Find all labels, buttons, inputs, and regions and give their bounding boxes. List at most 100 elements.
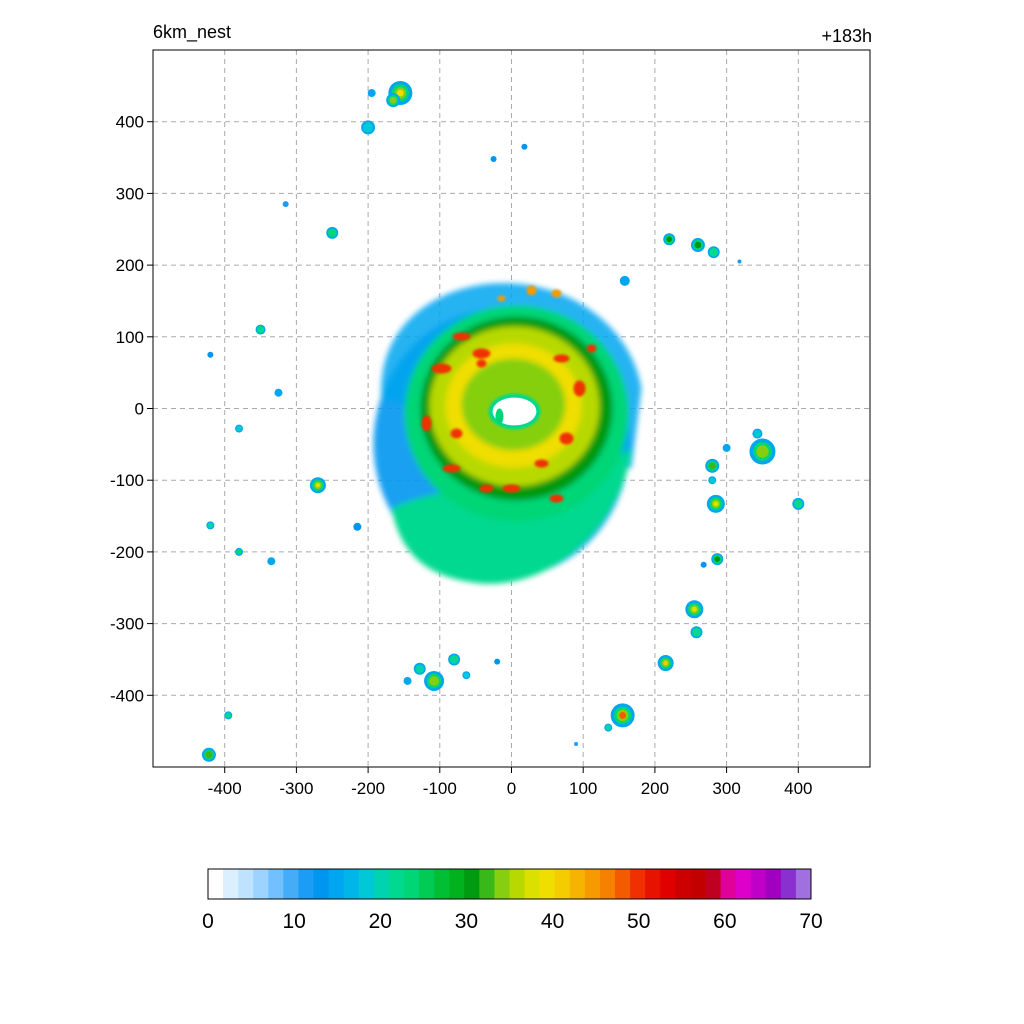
colorbar-swatch [298, 869, 315, 899]
colorbar-swatch [554, 869, 571, 899]
colorbar-swatch [599, 869, 616, 899]
gridlines [153, 50, 870, 767]
convective-cell [309, 477, 326, 494]
x-tick-label: -300 [279, 779, 313, 798]
x-tick-label: -100 [423, 779, 457, 798]
colorbar-swatch [765, 869, 782, 899]
convective-cell [224, 711, 233, 720]
colorbar-swatch [780, 869, 797, 899]
colorbar-swatch [223, 869, 239, 899]
colorbar-swatch [479, 869, 495, 899]
y-tick-label: -100 [110, 471, 144, 490]
x-tick-label: -200 [351, 779, 385, 798]
colorbar-tick-label: 30 [455, 910, 478, 933]
colorbar-swatch [750, 869, 767, 899]
y-tick-label: -200 [110, 543, 144, 562]
colorbar-swatch [584, 869, 601, 899]
convective-cell [711, 553, 724, 566]
convective-cell [282, 201, 289, 208]
x-axis-ticks: -400 -300 -200 -100 0 100 200 300 400 [208, 767, 812, 798]
convective-cell [619, 275, 630, 286]
colorbar-swatch [539, 869, 556, 899]
convective-cell [792, 497, 805, 510]
colorbar-tick-label: 40 [541, 910, 564, 933]
colorbar-tick-label: 10 [282, 910, 305, 933]
convective-cell [413, 662, 426, 675]
convective-cell [235, 424, 244, 433]
colorbar-swatch [795, 869, 812, 899]
convective-cell [707, 246, 720, 259]
convective-cell [267, 557, 276, 566]
convective-cell [386, 93, 401, 108]
x-tick-label: 0 [507, 779, 516, 798]
convective-cell [462, 671, 471, 680]
convective-cell [403, 676, 412, 685]
y-tick-label: 300 [116, 184, 144, 203]
colorbar-swatch [328, 869, 345, 899]
colorbar-swatch [434, 869, 450, 899]
colorbar-tick-label: 50 [627, 910, 650, 933]
convective-cell [690, 238, 705, 253]
convective-cell [490, 155, 497, 162]
colorbar-swatch [208, 869, 224, 899]
y-tick-label: -400 [110, 686, 144, 705]
x-tick-label: 200 [641, 779, 669, 798]
colorbar-swatch [238, 869, 254, 899]
colorbar-frame [207, 868, 812, 900]
convective-cell [494, 658, 501, 665]
colorbar: 0 10 20 30 40 50 60 70 [202, 868, 823, 933]
convective-cell [206, 521, 215, 530]
convective-cell [207, 351, 214, 358]
convective-cell [749, 438, 776, 465]
convective-cell [367, 89, 376, 98]
x-tick-label: 100 [569, 779, 597, 798]
convective-cell [255, 324, 266, 335]
convective-cell [690, 626, 703, 639]
convective-cell [274, 388, 283, 397]
colorbar-swatch [675, 869, 691, 899]
y-tick-label: -300 [110, 615, 144, 634]
x-tick-label: 400 [784, 779, 812, 798]
convective-cell [326, 226, 339, 239]
colorbar-swatch [705, 869, 722, 899]
colorbar-swatch [419, 869, 435, 899]
x-tick-label: -400 [208, 779, 242, 798]
hurricane-eye [492, 397, 537, 426]
colorbar-swatch [253, 869, 269, 899]
convective-cell [521, 143, 528, 150]
convective-cell [361, 120, 376, 135]
convective-cell [574, 742, 579, 747]
forecast-hour-label: +183h [821, 26, 872, 46]
convective-cell [663, 233, 676, 246]
convective-cell [706, 494, 725, 513]
domain-label: 6km_nest [153, 22, 232, 42]
colorbar-swatch [283, 869, 299, 899]
convective-cell [201, 747, 216, 762]
convective-cell [448, 653, 461, 666]
convective-cell [657, 655, 674, 672]
colorbar-swatch [373, 869, 390, 899]
colorbar-swatch [735, 869, 752, 899]
colorbar-swatch [343, 869, 360, 899]
colorbar-swatch [509, 869, 526, 899]
colorbar-swatch [615, 869, 631, 899]
colorbar-swatch [630, 869, 646, 899]
colorbar-swatch [660, 869, 676, 899]
colorbar-tick-label: 20 [369, 910, 392, 933]
x-tick-label: 300 [712, 779, 740, 798]
colorbar-swatch [569, 869, 586, 899]
colorbar-swatch [690, 869, 706, 899]
colorbar-tick-label: 70 [799, 910, 822, 933]
colorbar-swatch [388, 869, 405, 899]
convective-cell [705, 458, 720, 473]
y-tick-label: 200 [116, 256, 144, 275]
convective-cell [722, 443, 731, 452]
convective-cell [737, 259, 742, 264]
convective-cell [604, 723, 613, 732]
colorbar-swatch [268, 869, 284, 899]
convective-cell [235, 547, 244, 556]
convective-cell [424, 670, 445, 691]
y-tick-label: 100 [116, 328, 144, 347]
convective-cell [353, 522, 362, 531]
colorbar-swatch [720, 869, 737, 899]
